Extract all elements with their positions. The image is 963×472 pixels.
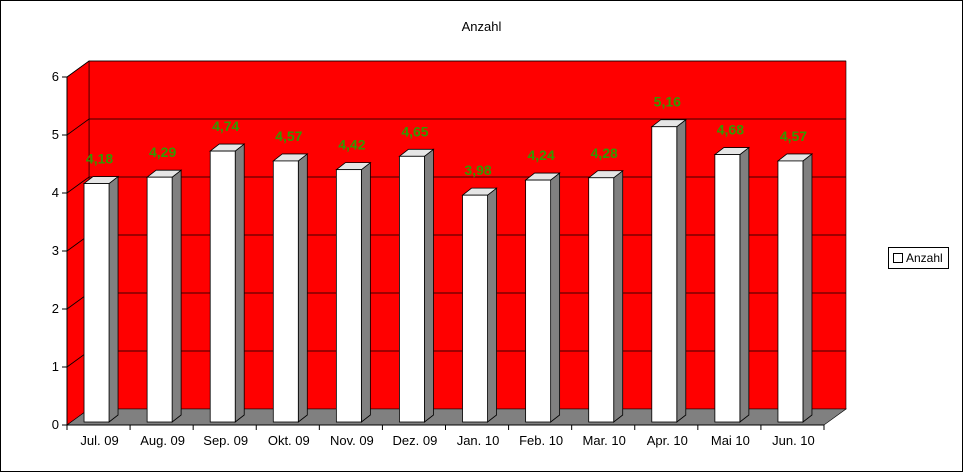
x-tick-label: Dez. 09 bbox=[393, 433, 438, 448]
bar-side bbox=[676, 118, 687, 423]
bar bbox=[335, 169, 362, 423]
bar bbox=[714, 154, 741, 423]
x-tick-label: Apr. 10 bbox=[647, 433, 688, 448]
data-label: 5,16 bbox=[654, 94, 681, 110]
x-tick-label: Aug. 09 bbox=[140, 433, 185, 448]
data-label: 4,24 bbox=[528, 147, 555, 163]
x-tick-label: Nov. 09 bbox=[330, 433, 374, 448]
bar bbox=[83, 183, 110, 423]
data-label: 4,74 bbox=[212, 118, 239, 134]
bar bbox=[272, 160, 299, 423]
y-tick-label: 2 bbox=[52, 301, 59, 316]
x-tick-label: Jul. 09 bbox=[80, 433, 118, 448]
gridline bbox=[66, 118, 846, 136]
bar bbox=[777, 160, 804, 423]
y-tick-label: 3 bbox=[52, 243, 59, 258]
data-label: 4,57 bbox=[275, 128, 302, 144]
data-label: 4,18 bbox=[86, 151, 113, 167]
x-tick-label: Sep. 09 bbox=[203, 433, 248, 448]
bar-side bbox=[550, 172, 561, 423]
legend-swatch bbox=[893, 253, 903, 263]
x-tick-label: Okt. 09 bbox=[268, 433, 310, 448]
y-tick-label: 5 bbox=[52, 127, 59, 142]
bar bbox=[146, 176, 173, 423]
x-tick-label: Jan. 10 bbox=[457, 433, 500, 448]
x-tick-label: Feb. 10 bbox=[519, 433, 563, 448]
bar-side bbox=[234, 143, 245, 423]
bar bbox=[209, 150, 236, 423]
gridline bbox=[66, 60, 846, 78]
bar-side bbox=[424, 148, 434, 423]
data-label: 3,98 bbox=[464, 162, 491, 178]
bar bbox=[399, 155, 425, 423]
y-tick-label: 0 bbox=[52, 417, 59, 432]
bar bbox=[462, 194, 488, 423]
data-label: 4,42 bbox=[338, 137, 365, 153]
legend: Anzahl bbox=[888, 247, 949, 269]
bar-side bbox=[487, 187, 497, 423]
bar bbox=[588, 177, 615, 423]
bar-side bbox=[297, 153, 308, 423]
y-tick-label: 1 bbox=[52, 359, 59, 374]
legend-label: Anzahl bbox=[906, 251, 943, 265]
data-label: 4,68 bbox=[717, 122, 744, 138]
x-tick-label: Mai 10 bbox=[711, 433, 750, 448]
y-tick-label: 6 bbox=[52, 69, 59, 84]
y-tick-label: 4 bbox=[52, 185, 59, 200]
bar-side bbox=[739, 146, 750, 423]
bar-side bbox=[360, 161, 371, 423]
data-label: 4,29 bbox=[149, 144, 176, 160]
bar-side bbox=[802, 153, 813, 423]
data-label: 4,57 bbox=[780, 128, 807, 144]
data-label: 4,28 bbox=[591, 145, 618, 161]
bar bbox=[651, 126, 678, 423]
bar-side bbox=[171, 169, 182, 423]
x-tick-label: Jun. 10 bbox=[772, 433, 815, 448]
chart-title: Anzahl bbox=[461, 19, 502, 34]
bar bbox=[525, 179, 552, 423]
bar-side bbox=[108, 175, 119, 423]
bar-side bbox=[613, 169, 624, 423]
data-label: 4,65 bbox=[401, 123, 428, 139]
x-tick-label: Mar. 10 bbox=[583, 433, 626, 448]
